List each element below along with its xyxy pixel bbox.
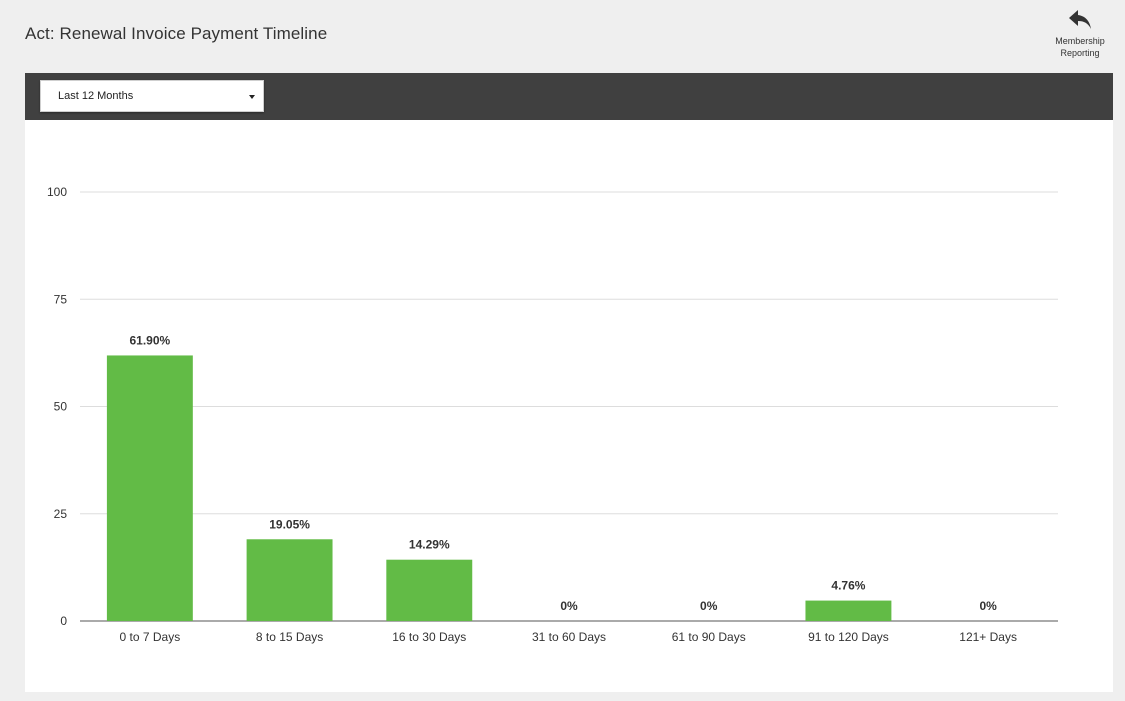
back-link-label-line1: Membership: [1055, 36, 1105, 46]
x-tick-label: 16 to 30 Days: [392, 630, 466, 644]
data-label: 0%: [700, 599, 718, 613]
date-range-select[interactable]: Last 12 Months: [40, 80, 264, 112]
data-label: 4.76%: [831, 579, 865, 593]
membership-reporting-link[interactable]: Membership Reporting: [1046, 6, 1114, 58]
back-link-label-line2: Reporting: [1060, 48, 1100, 58]
bar-chart: 0 25 50 75 100 61.90% 0 to 7 Days 19.05% 8 to 15…: [47, 185, 1058, 644]
page-title: Act: Renewal Invoice Payment Timeline: [25, 24, 328, 43]
data-label: 0%: [979, 599, 997, 613]
bar[interactable]: [106, 355, 193, 621]
caret-down-icon: [249, 95, 255, 99]
x-tick-label: 121+ Days: [959, 630, 1017, 644]
x-tick-label: 61 to 90 Days: [672, 630, 746, 644]
chart-panel: 0 25 50 75 100 61.90% 0 to 7 Days 19.05% 8 to 15…: [25, 120, 1113, 692]
bar[interactable]: [805, 600, 892, 621]
x-tick-label: 8 to 15 Days: [256, 630, 323, 644]
x-tick-label: 0 to 7 Days: [120, 630, 181, 644]
date-range-value: Last 12 Months: [58, 90, 134, 102]
filter-toolbar: Last 12 Months: [25, 73, 1113, 120]
y-tick-label: 75: [54, 292, 68, 306]
data-label: 19.05%: [269, 517, 310, 531]
bar[interactable]: [386, 559, 473, 621]
x-tick-label: 31 to 60 Days: [532, 630, 606, 644]
y-tick-label: 25: [54, 507, 68, 521]
y-tick-label: 0: [60, 614, 67, 628]
y-tick-label: 50: [54, 400, 68, 414]
reply-arrow-icon: [1069, 10, 1091, 29]
data-label: 61.90%: [130, 333, 171, 347]
data-label: 0%: [560, 599, 578, 613]
data-label: 14.29%: [409, 538, 450, 552]
bar[interactable]: [246, 539, 333, 621]
y-tick-label: 100: [47, 185, 67, 199]
x-tick-label: 91 to 120 Days: [808, 630, 889, 644]
